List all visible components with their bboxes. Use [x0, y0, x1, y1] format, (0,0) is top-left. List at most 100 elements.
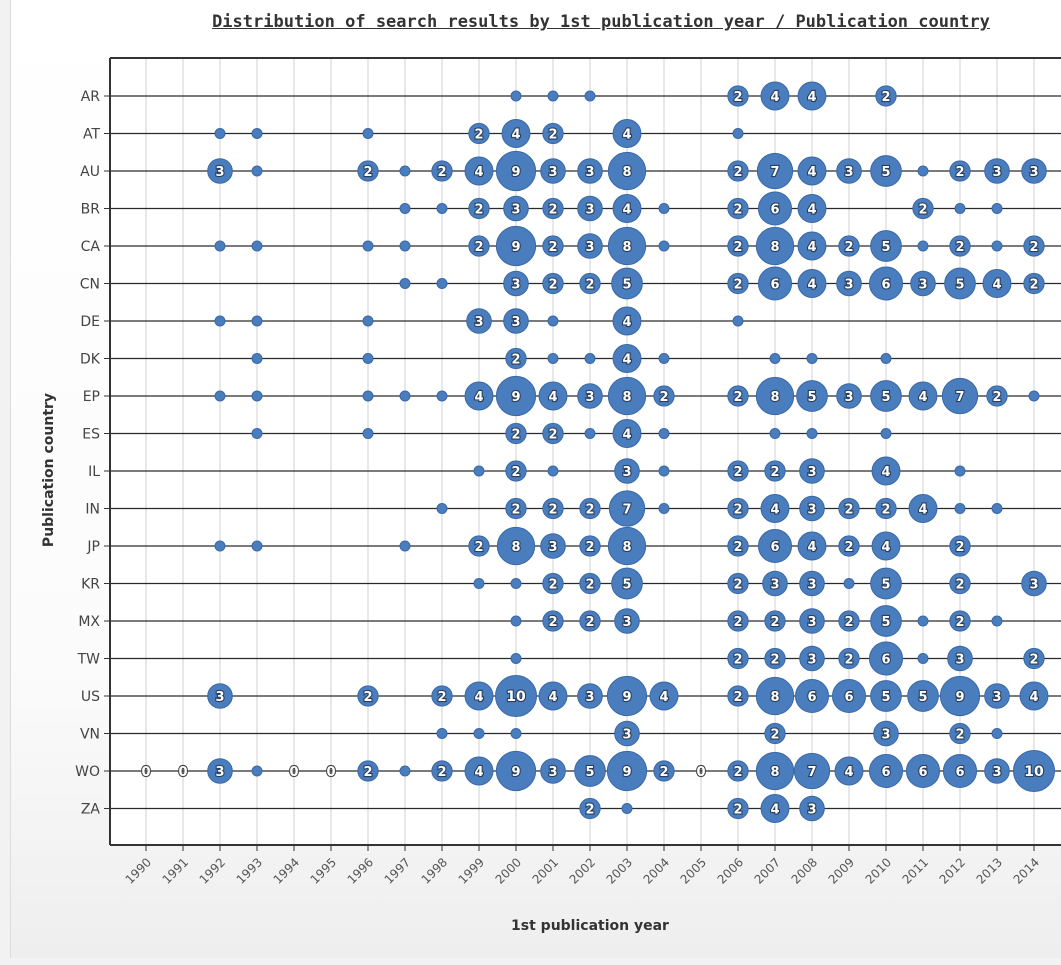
bubble-CN-2013 [982, 269, 1012, 298]
bubble-DK-2000 [505, 347, 527, 370]
bubble-EP-1998 [436, 390, 448, 402]
data-label-US-2007: 8 [770, 690, 779, 705]
data-label-US-2000: 10 [506, 689, 526, 705]
y-tick-label-TW: TW [77, 652, 101, 668]
bubble-US-1992 [207, 683, 233, 709]
bubble-IN-2008 [799, 495, 825, 522]
bubble-WO-2011 [905, 753, 941, 789]
bubble-DK-2007 [769, 353, 781, 364]
x-tick-label-2007: 2007 [752, 855, 783, 886]
bubble-DE-2001 [547, 315, 559, 327]
data-label-IN-2002: 2 [585, 503, 594, 518]
bubble-US-2006 [727, 685, 749, 707]
bubble-WO-2014 [1013, 750, 1055, 792]
bubble-BR-2001 [542, 197, 564, 220]
y-tick-label-CA: CA [81, 239, 101, 255]
bubble-AU-1993 [251, 165, 263, 177]
data-label-MX-2006: 2 [733, 615, 742, 630]
bubble-TW-2014 [1023, 647, 1045, 670]
data-label-AT-2003: 4 [622, 128, 631, 143]
bubble-BR-2004 [658, 203, 670, 214]
data-label-JP-2007: 6 [770, 540, 779, 555]
data-label-AU-2002: 3 [585, 165, 594, 180]
y-tick-label-MX: MX [78, 614, 100, 630]
bubble-AU-2012 [949, 160, 971, 182]
x-tick-label-2009: 2009 [826, 855, 857, 886]
data-label-BR-1999: 2 [474, 203, 483, 218]
bubble-VN-1999 [473, 728, 485, 739]
data-label-IL-2006: 2 [733, 465, 742, 480]
bubble-EP-2002 [577, 383, 603, 409]
bubble-DK-1996 [362, 353, 374, 364]
bubble-WO-1992 [207, 758, 233, 784]
bubble-EP-2007 [755, 376, 795, 416]
bubble-AR-2007 [760, 81, 790, 111]
bubble-WO-2002 [574, 755, 606, 787]
x-tick-label-2010: 2010 [863, 855, 894, 886]
data-label-MX-2012: 2 [955, 615, 964, 630]
data-label-WO-2008: 7 [807, 765, 816, 780]
x-tick-label-1992: 1992 [197, 855, 228, 886]
bubble-ES-2008 [806, 428, 818, 439]
data-label-WO-1990: 0 [141, 765, 150, 780]
data-label-JP-2000: 8 [511, 540, 520, 555]
bubble-JP-2010 [871, 531, 901, 561]
data-label-AT-1999: 2 [474, 128, 483, 143]
bubble-US-2004 [649, 681, 679, 711]
bubble-AR-2001 [547, 90, 559, 102]
data-label-MX-2003: 3 [622, 615, 631, 630]
bubble-CN-2002 [579, 272, 601, 295]
data-label-JP-2012: 2 [955, 540, 964, 555]
data-label-EP-2009: 3 [844, 390, 853, 405]
bubble-KR-2007 [762, 570, 788, 597]
bubble-DK-2003 [612, 344, 642, 373]
bubble-CN-1997 [399, 278, 411, 289]
data-label-MX-2009: 2 [844, 615, 853, 630]
plot-area [110, 58, 1061, 845]
data-label-VN-2003: 3 [622, 728, 631, 743]
bubble-ZA-2003 [621, 803, 633, 814]
bubble-AT-2001 [542, 122, 564, 145]
bubble-JP-2007 [757, 528, 793, 564]
data-label-DK-2003: 4 [622, 353, 631, 368]
data-label-US-2014: 4 [1029, 690, 1038, 705]
data-label-DE-2003: 4 [622, 315, 631, 330]
bubble-AU-2009 [836, 158, 862, 184]
data-label-EP-2008: 5 [807, 390, 816, 405]
bubble-JP-2012 [949, 535, 971, 557]
bubble-MX-2000 [510, 615, 522, 627]
data-label-DE-2000: 3 [511, 315, 520, 330]
data-label-IN-2000: 2 [511, 503, 520, 518]
data-label-TW-2010: 6 [881, 653, 890, 668]
bubble-CN-2010 [868, 266, 904, 301]
data-label-EP-2001: 4 [548, 390, 557, 405]
data-label-CN-2009: 3 [844, 278, 853, 293]
bubble-CA-2006 [727, 235, 749, 257]
bubble-MX-2001 [542, 610, 564, 632]
data-label-CA-2001: 2 [548, 240, 557, 255]
data-label-EP-2006: 2 [733, 390, 742, 405]
bubble-IL-2006 [727, 460, 749, 482]
x-tick-label-2004: 2004 [641, 855, 672, 886]
bubble-EP-1993 [251, 390, 263, 402]
data-label-ZA-2008: 3 [807, 803, 816, 818]
data-label-AU-2012: 2 [955, 165, 964, 180]
x-tick-label-2012: 2012 [937, 855, 968, 886]
data-label-KR-2003: 5 [622, 578, 631, 593]
bubble-DK-2010 [880, 353, 892, 364]
data-label-CA-2009: 2 [844, 240, 853, 255]
bubble-US-2014 [1019, 681, 1049, 711]
data-label-WO-1995: 0 [326, 765, 335, 780]
data-label-ES-2003: 4 [622, 428, 631, 443]
bubble-JP-2009 [838, 535, 860, 557]
bubble-AU-2013 [984, 158, 1010, 184]
bubble-TW-2011 [917, 653, 929, 664]
bubble-AR-2000 [510, 90, 522, 102]
data-label-BR-2007: 6 [770, 203, 779, 218]
data-label-IN-2007: 4 [770, 503, 779, 518]
data-label-CN-2000: 3 [511, 278, 520, 293]
x-tick-label-1996: 1996 [345, 855, 376, 886]
bubble-CA-2003 [607, 226, 647, 266]
y-tick-label-DE: DE [80, 314, 100, 330]
